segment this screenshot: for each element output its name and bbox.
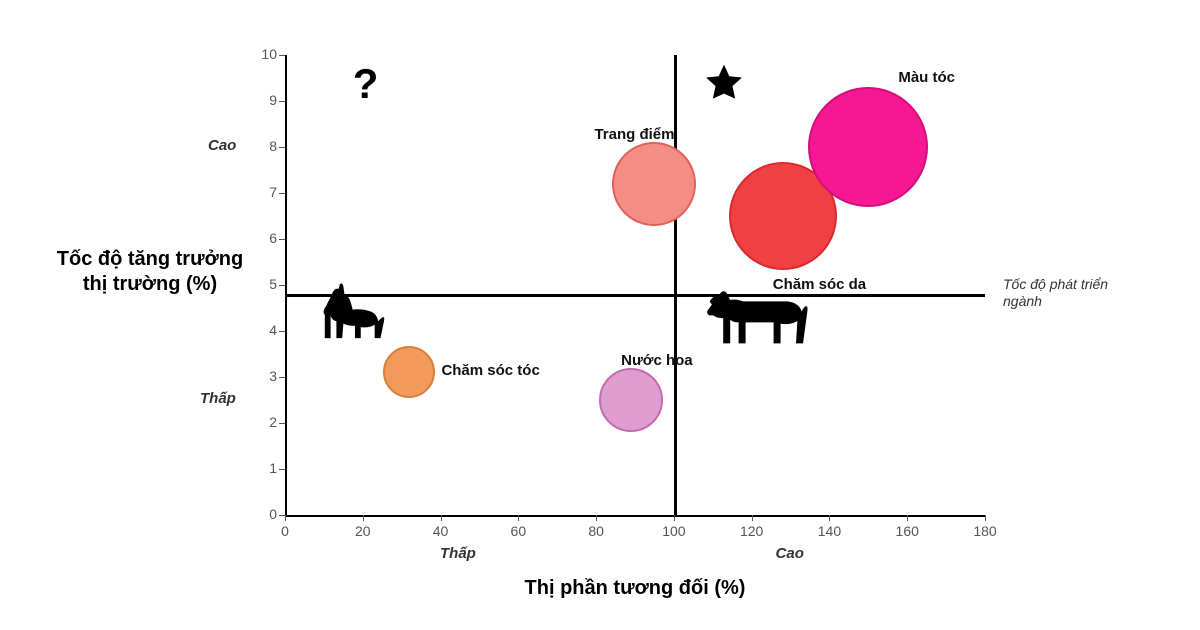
x-tick-label: 0: [269, 523, 301, 539]
x-tick-label: 140: [813, 523, 845, 539]
y-tick: [279, 469, 285, 470]
y-tick-label: 10: [249, 46, 277, 62]
x-tick: [674, 515, 675, 521]
y-axis-line: [285, 55, 287, 515]
x-tick: [518, 515, 519, 521]
x-tick-label: 60: [502, 523, 534, 539]
y-tick-label: 1: [249, 460, 277, 476]
x-tick: [596, 515, 597, 521]
y-tick: [279, 423, 285, 424]
x-axis-title: Thị phần tương đối (%): [435, 577, 835, 600]
x-tick: [829, 515, 830, 521]
x-tick: [285, 515, 286, 521]
y-tick-label: 9: [249, 92, 277, 108]
y-tick: [279, 377, 285, 378]
x-tick-label: 80: [580, 523, 612, 539]
bubble-hair_color: [808, 87, 928, 207]
x-tick: [441, 515, 442, 521]
x-tick: [752, 515, 753, 521]
x-tick-label: 120: [736, 523, 768, 539]
star-icon: [702, 61, 746, 105]
bubble-label-makeup: Trang điểm: [594, 126, 674, 143]
y-tick-label: 2: [249, 414, 277, 430]
y-tick: [279, 193, 285, 194]
y-tick-label: 5: [249, 276, 277, 292]
y-tick-label: 6: [249, 230, 277, 246]
x-tick: [985, 515, 986, 521]
y-tick: [279, 515, 285, 516]
y-tick: [279, 285, 285, 286]
y-low-label: Thấp: [200, 390, 236, 407]
y-tick: [279, 147, 285, 148]
dog-icon: [319, 283, 389, 341]
bubble-perfume: [599, 368, 663, 432]
x-tick-label: 40: [425, 523, 457, 539]
bubble-label-hair_color: Màu tóc: [898, 69, 955, 86]
y-tick: [279, 101, 285, 102]
x-tick: [907, 515, 908, 521]
y-high-label: Cao: [208, 137, 236, 154]
right-side-note: Tốc độ phát triển ngành: [1003, 276, 1123, 310]
y-axis-title: Tốc độ tăng trưởng thị trường (%): [55, 247, 245, 297]
question-mark-icon: ?: [353, 63, 379, 105]
bubble-label-hair_care: Chăm sóc tóc: [441, 362, 539, 379]
y-tick-label: 3: [249, 368, 277, 384]
bubble-hair_care: [383, 346, 435, 398]
horizontal-divider: [285, 294, 985, 297]
x-high-label: Cao: [776, 545, 804, 562]
y-tick-label: 8: [249, 138, 277, 154]
x-tick-label: 20: [347, 523, 379, 539]
vertical-divider: [674, 55, 677, 515]
y-tick: [279, 239, 285, 240]
x-tick-label: 100: [658, 523, 690, 539]
bubble-makeup: [612, 142, 696, 226]
y-tick: [279, 331, 285, 332]
x-axis-line: [285, 515, 985, 517]
x-tick-label: 180: [969, 523, 1001, 539]
x-low-label: Thấp: [440, 545, 476, 562]
y-tick: [279, 55, 285, 56]
x-tick: [363, 515, 364, 521]
y-tick-label: 0: [249, 506, 277, 522]
y-tick-label: 7: [249, 184, 277, 200]
bubble-label-perfume: Nước hoa: [621, 352, 693, 369]
x-tick-label: 160: [891, 523, 923, 539]
cow-icon: [705, 279, 810, 349]
y-tick-label: 4: [249, 322, 277, 338]
